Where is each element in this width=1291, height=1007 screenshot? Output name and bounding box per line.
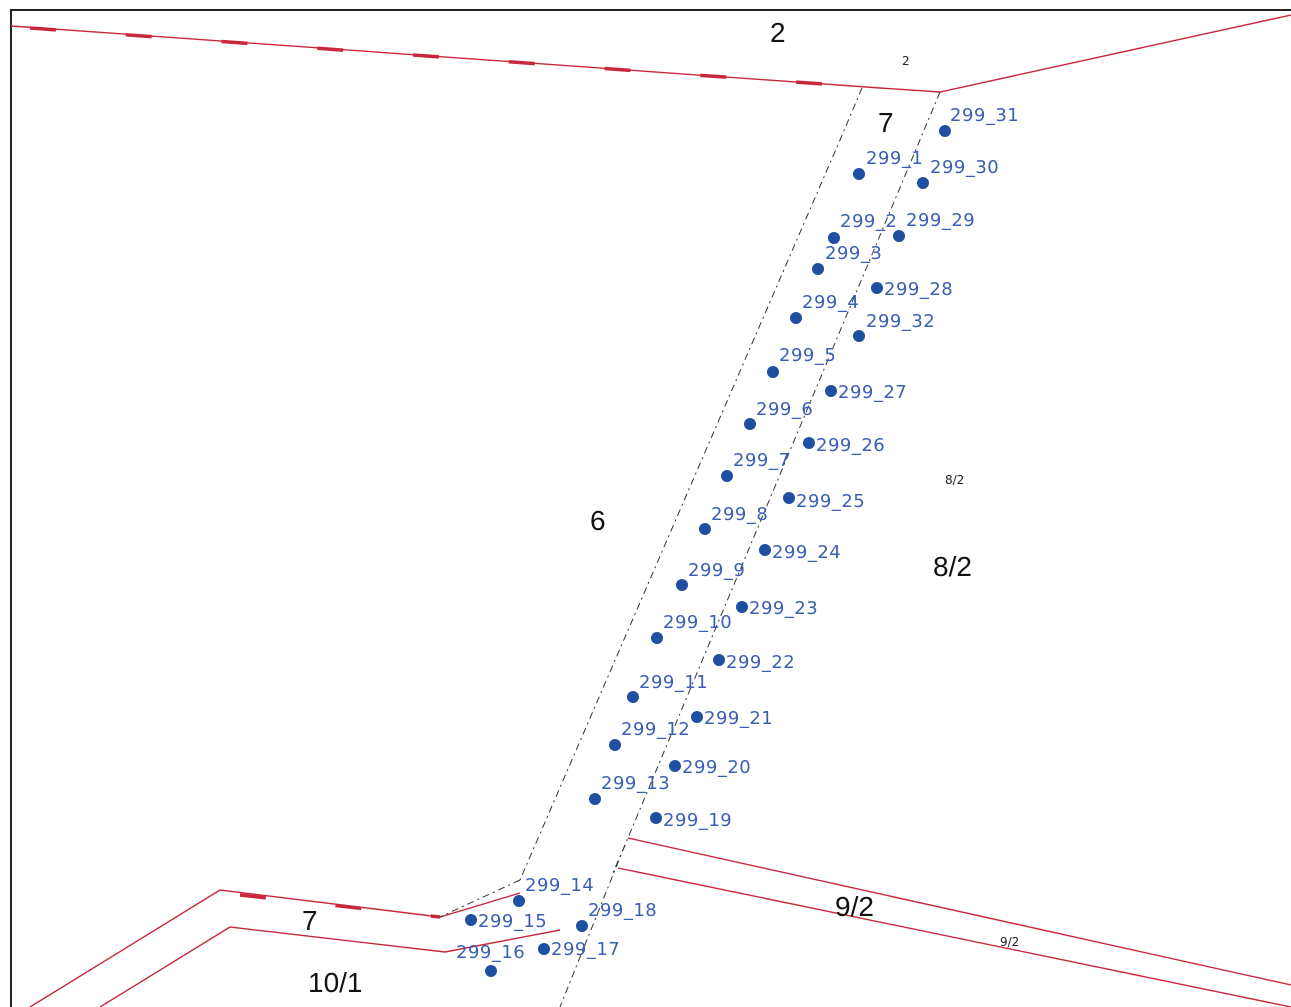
survey-point-marker — [699, 523, 711, 535]
survey-point-label: 299_9 — [688, 560, 745, 581]
strip-edge-bottom-left — [439, 879, 521, 918]
survey-point-label: 299_22 — [726, 652, 795, 673]
survey-point-marker — [767, 366, 779, 378]
survey-point-label: 299_19 — [663, 810, 732, 831]
survey-point-marker — [485, 965, 497, 977]
survey-point-marker — [759, 544, 771, 556]
survey-point-marker — [650, 812, 662, 824]
survey-point-label: 299_5 — [779, 345, 836, 366]
survey-point-marker — [465, 914, 477, 926]
parcel-label-8-2: 8/2 — [933, 551, 972, 582]
survey-point-marker — [939, 125, 951, 137]
survey-point-label: 299_8 — [711, 504, 768, 525]
survey-point-label: 299_10 — [663, 612, 732, 633]
survey-point-marker — [627, 691, 639, 703]
boundary-top — [10, 14, 1291, 93]
survey-point-marker — [513, 895, 525, 907]
parcel-label-8-2-small: 8/2 — [945, 473, 964, 487]
survey-point-label: 299_27 — [838, 382, 907, 403]
survey-point-marker — [783, 492, 795, 504]
survey-point-label: 299_28 — [884, 279, 953, 300]
survey-point-marker — [893, 230, 905, 242]
survey-point-label: 299_32 — [866, 311, 935, 332]
survey-point-label: 299_11 — [639, 672, 708, 693]
survey-point-marker — [713, 654, 725, 666]
survey-point-label: 299_23 — [749, 598, 818, 619]
strip-edge-left — [519, 87, 863, 881]
survey-point-label: 299_12 — [621, 719, 690, 740]
survey-point-marker — [609, 739, 621, 751]
parcel-labels: 2 2 7 6 8/2 8/2 9/2 9/2 7 10/1 — [302, 17, 1019, 998]
survey-point-marker — [691, 711, 703, 723]
survey-point-marker — [812, 263, 824, 275]
boundary-7-lower — [99, 926, 561, 1007]
parcel-label-2: 2 — [770, 17, 786, 48]
survey-point-marker — [589, 793, 601, 805]
survey-point-label: 299_7 — [733, 450, 790, 471]
parcel-label-10-1: 10/1 — [308, 967, 363, 998]
survey-point-marker — [676, 579, 688, 591]
survey-point-marker — [651, 632, 663, 644]
survey-point-marker — [790, 312, 802, 324]
survey-point-label: 299_21 — [704, 708, 773, 729]
survey-point-label: 299_25 — [796, 491, 865, 512]
survey-point-label: 299_24 — [772, 542, 841, 563]
survey-point-label: 299_3 — [825, 243, 882, 264]
survey-point-label: 299_13 — [601, 773, 670, 794]
survey-point-marker — [736, 601, 748, 613]
survey-point-label: 299_14 — [525, 875, 594, 896]
boundary-7-upper — [29, 889, 521, 1007]
survey-point-marker — [538, 943, 550, 955]
parcel-label-6: 6 — [590, 505, 606, 536]
survey-point-label: 299_15 — [478, 911, 547, 932]
survey-point-label: 299_6 — [756, 399, 813, 420]
survey-point-label: 299_2 — [840, 211, 897, 232]
survey-point-marker — [871, 282, 883, 294]
survey-point-marker — [576, 920, 588, 932]
parcel-label-7-top: 7 — [878, 107, 894, 138]
strip-edges — [439, 87, 941, 1007]
survey-point-label: 299_26 — [816, 435, 885, 456]
parcel-label-9-2: 9/2 — [835, 891, 874, 922]
survey-point-label: 299_1 — [866, 148, 923, 169]
boundary-7-dashes — [239, 893, 441, 919]
survey-point-label: 299_31 — [950, 105, 1019, 126]
strip-edge-bottom-right — [611, 844, 626, 876]
boundary-9-2-upper — [627, 837, 1291, 986]
survey-point-marker — [744, 418, 756, 430]
parcel-label-7-bottom: 7 — [302, 905, 318, 936]
survey-point-label: 299_17 — [551, 939, 620, 960]
survey-point-marker — [721, 470, 733, 482]
survey-point-label: 299_16 — [456, 942, 525, 963]
parcel-label-9-2-small: 9/2 — [1000, 935, 1019, 949]
survey-point-label: 299_4 — [802, 292, 859, 313]
survey-point-label: 299_29 — [906, 210, 975, 231]
survey-point-marker — [803, 437, 815, 449]
parcel-label-2-small: 2 — [902, 54, 910, 68]
survey-point-marker — [828, 232, 840, 244]
survey-point-marker — [825, 385, 837, 397]
survey-point-marker — [853, 330, 865, 342]
survey-point-label: 299_18 — [588, 900, 657, 921]
survey-point-label: 299_30 — [930, 157, 999, 178]
survey-point-marker — [853, 168, 865, 180]
map-frame — [10, 9, 1291, 1007]
survey-point-label: 299_20 — [682, 757, 751, 778]
boundary-9-2-lower — [617, 867, 1291, 1007]
survey-point-marker — [917, 177, 929, 189]
survey-point-marker — [669, 760, 681, 772]
parcel-boundaries — [10, 14, 1291, 1007]
